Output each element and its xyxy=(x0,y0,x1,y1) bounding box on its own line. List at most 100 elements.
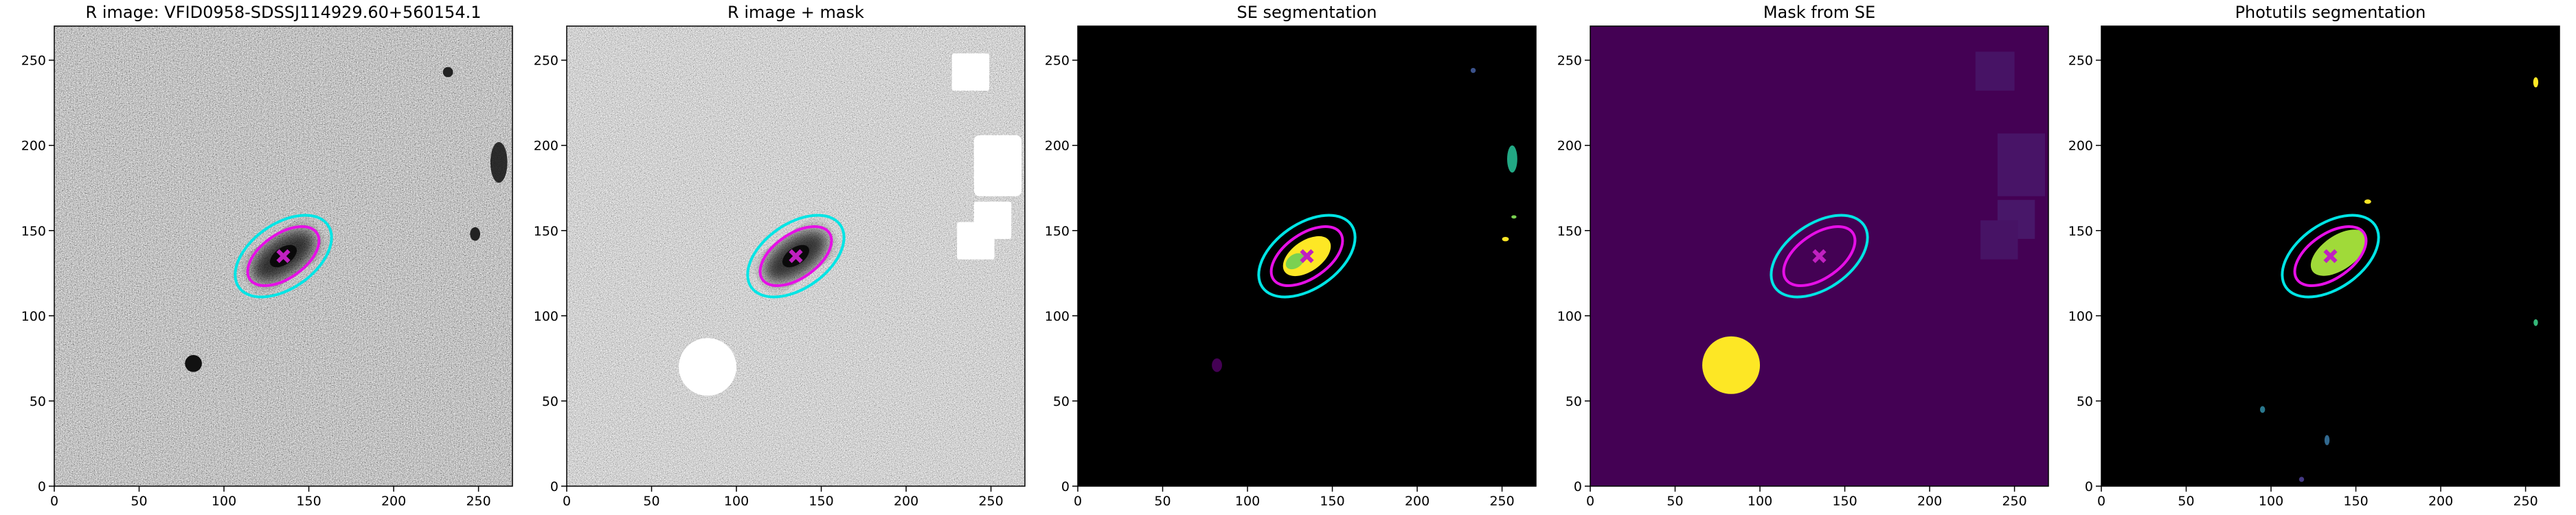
segment xyxy=(2310,229,2367,276)
outer-aperture xyxy=(234,214,333,299)
y-tick-label: 100 xyxy=(1557,309,1582,324)
y-tick-label: 50 xyxy=(1566,394,1582,409)
x-tick-label: 100 xyxy=(1235,494,1260,509)
y-tick-label: 150 xyxy=(2068,224,2093,239)
inner-aperture xyxy=(1269,225,1344,287)
source xyxy=(185,354,202,372)
y-tick-label: 200 xyxy=(21,139,46,154)
source xyxy=(442,67,453,78)
image-panel xyxy=(54,26,512,486)
y-tick-label: 50 xyxy=(2077,394,2093,409)
axes-frame xyxy=(566,25,1026,487)
x-tick-label: 200 xyxy=(381,494,406,509)
y-tick-label: 250 xyxy=(2068,54,2093,69)
x-tick-label: 250 xyxy=(1489,494,1514,509)
segment xyxy=(2533,319,2538,326)
x-tick-label: 100 xyxy=(2259,494,2283,509)
mask-region xyxy=(1980,220,2018,260)
y-tick-label: 250 xyxy=(534,54,558,69)
y-tick-label: 50 xyxy=(1053,394,1070,409)
y-tick-label: 100 xyxy=(21,309,46,324)
y-tick-label: 250 xyxy=(1045,54,1070,69)
y-tick-label: 150 xyxy=(21,224,46,239)
x-tick-label: 150 xyxy=(809,494,833,509)
outer-aperture xyxy=(1770,214,1869,299)
axes-frame xyxy=(1590,25,2049,487)
x-tick-label: 150 xyxy=(296,494,321,509)
y-tick-label: 100 xyxy=(1045,309,1070,324)
y-tick-label: 200 xyxy=(534,139,558,154)
y-tick-label: 100 xyxy=(534,309,558,324)
x-tick-label: 200 xyxy=(1917,494,1942,509)
x-tick-label: 250 xyxy=(2513,494,2538,509)
y-tick-label: 50 xyxy=(30,394,46,409)
panel-title: R image: VFID0958-SDSSJ114929.60+560154.… xyxy=(86,3,482,22)
y-tick-label: 150 xyxy=(1045,224,1070,239)
x-tick-label: 200 xyxy=(894,494,918,509)
panel-title: Photutils segmentation xyxy=(2235,3,2426,22)
x-tick-label: 250 xyxy=(466,494,490,509)
center-marker xyxy=(1812,249,1827,264)
x-tick-label: 100 xyxy=(212,494,236,509)
panel-title: Mask from SE xyxy=(1763,3,1875,22)
segment xyxy=(2533,77,2539,88)
x-tick-label: 150 xyxy=(1832,494,1857,509)
y-tick-label: 250 xyxy=(1557,54,1582,69)
axes-frame xyxy=(54,25,513,487)
x-tick-label: 250 xyxy=(978,494,1003,509)
x-tick-label: 150 xyxy=(2343,494,2368,509)
segment xyxy=(2259,406,2266,413)
x-tick-label: 150 xyxy=(1320,494,1344,509)
y-tick-label: 0 xyxy=(1061,479,1070,494)
inner-aperture xyxy=(2293,225,2368,287)
mask-region xyxy=(1975,52,2015,91)
center-marker xyxy=(2323,249,2338,264)
image-panel xyxy=(1078,26,1536,486)
x-tick-label: 50 xyxy=(2178,494,2194,509)
center-marker xyxy=(789,249,803,264)
x-tick-label: 200 xyxy=(1405,494,1430,509)
segment xyxy=(1212,358,1222,372)
x-tick-label: 50 xyxy=(1154,494,1171,509)
y-tick-label: 150 xyxy=(1557,224,1582,239)
mask-region xyxy=(1997,133,2046,196)
segment xyxy=(2324,435,2330,446)
mask-region xyxy=(1702,336,1761,394)
y-tick-label: 200 xyxy=(1557,139,1582,154)
panel-title: SE segmentation xyxy=(1237,3,1377,22)
x-tick-label: 100 xyxy=(724,494,749,509)
x-tick-label: 50 xyxy=(131,494,147,509)
segment xyxy=(2298,477,2305,482)
mask-region xyxy=(679,338,737,396)
y-tick-label: 0 xyxy=(1574,479,1582,494)
panel-title: R image + mask xyxy=(727,3,864,22)
segment xyxy=(1507,145,1517,173)
axes-frame xyxy=(2101,25,2560,487)
image-panel xyxy=(1590,26,2048,486)
y-tick-label: 200 xyxy=(1045,139,1070,154)
x-tick-label: 0 xyxy=(2097,494,2105,509)
mask-region xyxy=(957,222,995,260)
y-tick-label: 200 xyxy=(2068,139,2093,154)
center-marker xyxy=(1300,249,1314,264)
x-tick-label: 50 xyxy=(643,494,659,509)
x-tick-label: 0 xyxy=(1586,494,1594,509)
mask-region xyxy=(951,53,990,91)
segment xyxy=(2364,199,2371,204)
y-tick-label: 250 xyxy=(21,54,46,69)
inner-aperture xyxy=(758,225,833,287)
inner-aperture xyxy=(246,225,321,287)
x-tick-label: 0 xyxy=(50,494,58,509)
x-tick-label: 0 xyxy=(1074,494,1082,509)
axes-frame xyxy=(1077,25,1537,487)
x-tick-label: 0 xyxy=(563,494,571,509)
image-panel xyxy=(2101,26,2560,486)
image-panel xyxy=(567,26,1025,486)
y-tick-label: 100 xyxy=(2068,309,2093,324)
x-tick-label: 250 xyxy=(2002,494,2026,509)
outer-aperture xyxy=(746,214,846,299)
y-tick-label: 50 xyxy=(542,394,558,409)
x-tick-label: 50 xyxy=(1667,494,1683,509)
segment xyxy=(1470,67,1476,73)
